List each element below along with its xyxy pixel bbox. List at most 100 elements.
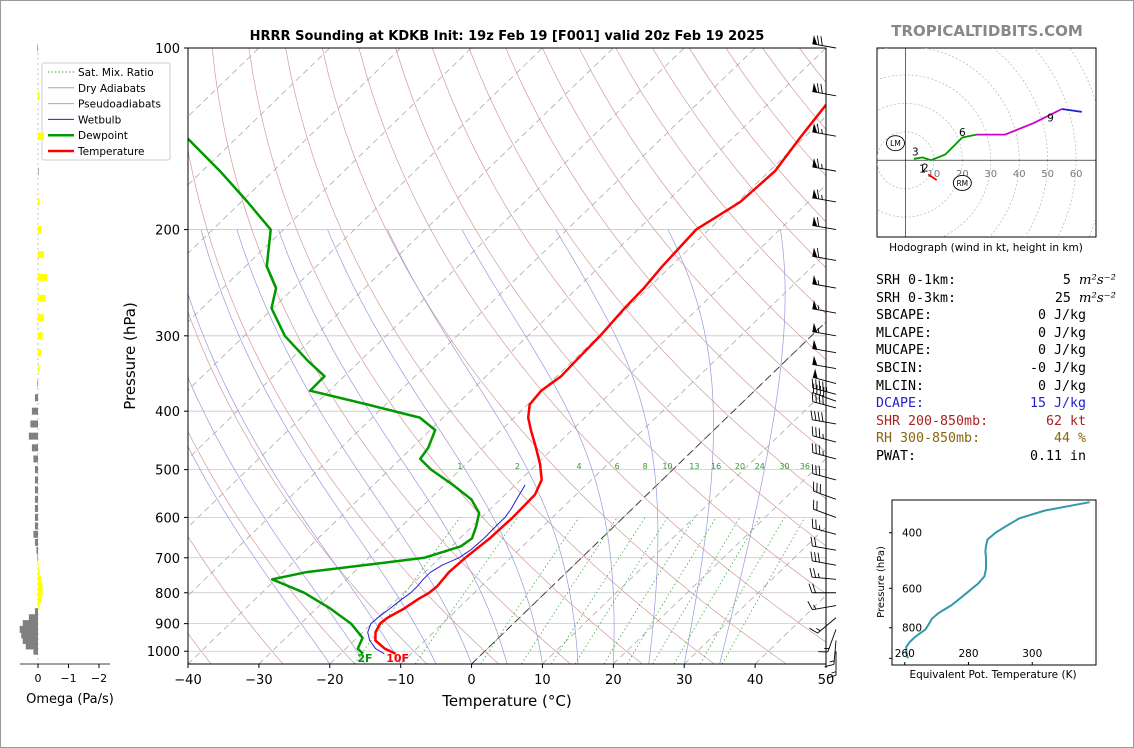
wind-barb bbox=[812, 158, 837, 172]
wind-barb bbox=[812, 216, 837, 231]
stat-value: 0.11 in bbox=[1029, 448, 1086, 464]
dry-adiabat bbox=[188, 311, 428, 664]
hodograph-ring-label: 30 bbox=[984, 169, 997, 180]
stat-row: SRH 0-3km: 25 m²s⁻² bbox=[876, 290, 1116, 308]
wind-barb bbox=[812, 123, 837, 137]
omega-bar bbox=[38, 294, 46, 302]
y-tick-label: 900 bbox=[155, 618, 180, 633]
wind-barb bbox=[812, 355, 837, 370]
omega-bar bbox=[28, 614, 38, 622]
wind-barb bbox=[807, 601, 837, 611]
moist-adiabat bbox=[188, 376, 366, 664]
moist-adiabat bbox=[461, 229, 615, 664]
omega-bar bbox=[38, 602, 40, 610]
thetae-y-tick-label: 600 bbox=[902, 583, 922, 595]
moist-adiabat bbox=[667, 229, 714, 664]
y-tick-label: 600 bbox=[155, 511, 180, 526]
omega-bar bbox=[38, 92, 40, 100]
stat-value: 25 m²s⁻² bbox=[1055, 290, 1116, 308]
dry-adiabat bbox=[248, 48, 643, 664]
hodograph-panel: 10 20 30 40 50 60 123 6 9 LM RM bbox=[876, 47, 1097, 238]
moist-adiabat bbox=[555, 229, 659, 664]
dry-adiabat bbox=[395, 48, 826, 595]
legend-label: Pseudoadiabats bbox=[78, 99, 161, 111]
stat-label: MLCIN: bbox=[876, 378, 925, 394]
stat-value: 0 J/kg bbox=[1037, 308, 1086, 324]
dry-adiabat bbox=[615, 48, 826, 315]
surface-dewpoint-label: 2F bbox=[357, 652, 372, 665]
stat-label: PWAT: bbox=[876, 448, 917, 464]
wind-barb bbox=[812, 322, 837, 337]
omega-bar bbox=[34, 513, 38, 521]
legend-label: Wetbulb bbox=[78, 114, 122, 126]
stat-label: RH 300-850mb: bbox=[876, 431, 981, 447]
sounding-parameters: SRH 0-1km: 5 m²s⁻² SRH 0-3km: 25 m²s⁻² SBCAPE:… bbox=[876, 272, 1116, 466]
omega-bar bbox=[34, 522, 38, 530]
omega-bar bbox=[34, 466, 38, 474]
mixing-ratio-line bbox=[414, 517, 518, 664]
x-tick-label: 20 bbox=[605, 673, 622, 688]
isotherm-line bbox=[188, 48, 756, 597]
moist-adiabat bbox=[387, 229, 579, 664]
dry-adiabat bbox=[542, 48, 826, 407]
omega-bar bbox=[38, 251, 45, 259]
hodograph-height-label: 1 bbox=[919, 164, 926, 176]
omega-bar bbox=[38, 365, 40, 373]
watermark: TROPICALTIDBITS.COM bbox=[891, 22, 1083, 40]
stat-value: 5 m²s⁻² bbox=[1063, 272, 1116, 290]
storm-motion-marker bbox=[952, 175, 972, 191]
hodograph-height-label: 6 bbox=[959, 127, 966, 139]
stat-label: MUCAPE: bbox=[876, 343, 933, 359]
hodograph-height-label: 2 bbox=[922, 162, 929, 174]
wind-barb bbox=[811, 464, 837, 481]
mixing-ratio-line bbox=[652, 517, 741, 664]
dry-adiabat bbox=[358, 48, 826, 643]
skewt-background-lines: 1 2 4 6 8 10 13 16 20 24 30 36 bbox=[188, 48, 826, 664]
isotherm-line bbox=[188, 48, 826, 664]
stat-label: SHR 200-850mb: bbox=[876, 413, 989, 429]
thetae-y-tick-label: 400 bbox=[902, 528, 922, 540]
omega-bar bbox=[19, 625, 38, 633]
omega-bar bbox=[34, 476, 38, 484]
dry-adiabat bbox=[285, 48, 715, 664]
mixing-ratio-line bbox=[721, 517, 806, 664]
mixing-ratio-label: 16 bbox=[711, 462, 721, 471]
mixing-ratio-label: 24 bbox=[755, 462, 765, 471]
mixing-ratio-line bbox=[626, 517, 717, 664]
wind-barb bbox=[812, 383, 837, 402]
omega-panel: 0 −1 −2 bbox=[19, 44, 110, 685]
stat-label: MLCAPE: bbox=[876, 325, 933, 341]
wind-barb bbox=[812, 368, 837, 385]
thetae-x-tick-label: 280 bbox=[958, 648, 978, 660]
stat-label: SRH 0-1km: bbox=[876, 273, 957, 288]
mixing-ratio-label: 1 bbox=[457, 462, 462, 471]
omega-bar bbox=[37, 44, 38, 52]
wind-barb bbox=[812, 299, 837, 314]
omega-bar bbox=[33, 530, 38, 538]
isotherm-line bbox=[329, 184, 826, 664]
stat-label: SBCIN: bbox=[876, 360, 925, 376]
wind-barb bbox=[811, 378, 837, 395]
stat-value: 62 kt bbox=[1045, 413, 1086, 429]
hodograph-segment bbox=[1061, 108, 1082, 113]
x-tick-label: −40 bbox=[174, 673, 201, 688]
wind-barb bbox=[810, 551, 837, 566]
skewt-plot: 1 2 4 6 8 10 13 16 20 24 30 36 2F 10F 10020030040050… bbox=[147, 42, 834, 688]
x-tick-label: 0 bbox=[467, 673, 475, 688]
omega-bar bbox=[34, 505, 38, 513]
stat-row: PWAT: 0.11 in bbox=[876, 448, 1116, 466]
surface-temperature-label: 10F bbox=[386, 652, 409, 665]
storm-motion-marker bbox=[886, 135, 905, 152]
omega-bar bbox=[34, 538, 38, 546]
mixing-ratio-line bbox=[550, 517, 646, 664]
wind-barb bbox=[818, 629, 837, 653]
omega-bar bbox=[38, 575, 42, 583]
mixing-ratio-label: 30 bbox=[779, 462, 789, 471]
moist-adiabat bbox=[200, 229, 437, 664]
omega-xlabel: Omega (Pa/s) bbox=[26, 692, 114, 707]
stat-value: 0 J/kg bbox=[1037, 378, 1086, 394]
isotherm-line bbox=[188, 48, 614, 460]
omega-bar bbox=[22, 620, 38, 628]
mixing-ratio-label: 6 bbox=[615, 462, 620, 471]
omega-bar bbox=[30, 420, 38, 428]
